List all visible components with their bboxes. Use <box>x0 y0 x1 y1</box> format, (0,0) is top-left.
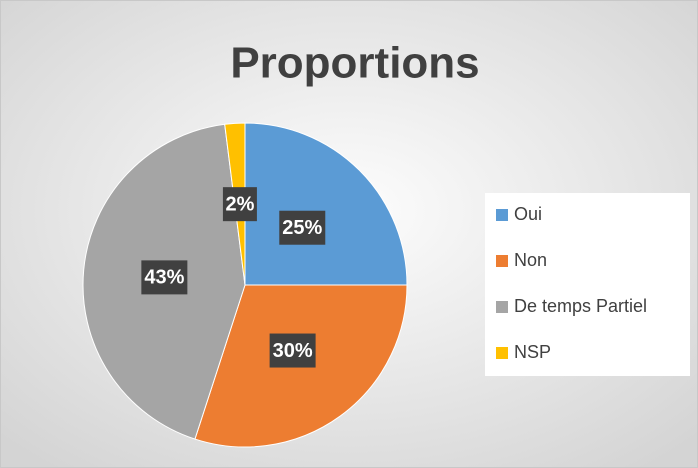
data-label-box <box>279 210 326 245</box>
legend-label: Non <box>514 250 547 270</box>
data-label: 43% <box>144 267 184 289</box>
legend-box <box>485 193 690 376</box>
legend-swatch <box>496 209 508 221</box>
legend-swatch <box>496 301 508 313</box>
data-label-box <box>269 333 316 368</box>
data-label-box <box>141 260 188 295</box>
legend-swatch <box>496 347 508 359</box>
data-label-box <box>222 187 257 222</box>
legend-label: NSP <box>514 342 551 362</box>
data-label: 25% <box>282 217 322 239</box>
legend-swatch <box>496 255 508 267</box>
legend-label: Oui <box>514 204 542 224</box>
data-label: 2% <box>225 193 254 215</box>
data-label: 30% <box>273 340 313 362</box>
chart-title: Proportions <box>230 39 479 88</box>
legend-label: De temps Partiel <box>514 296 647 316</box>
